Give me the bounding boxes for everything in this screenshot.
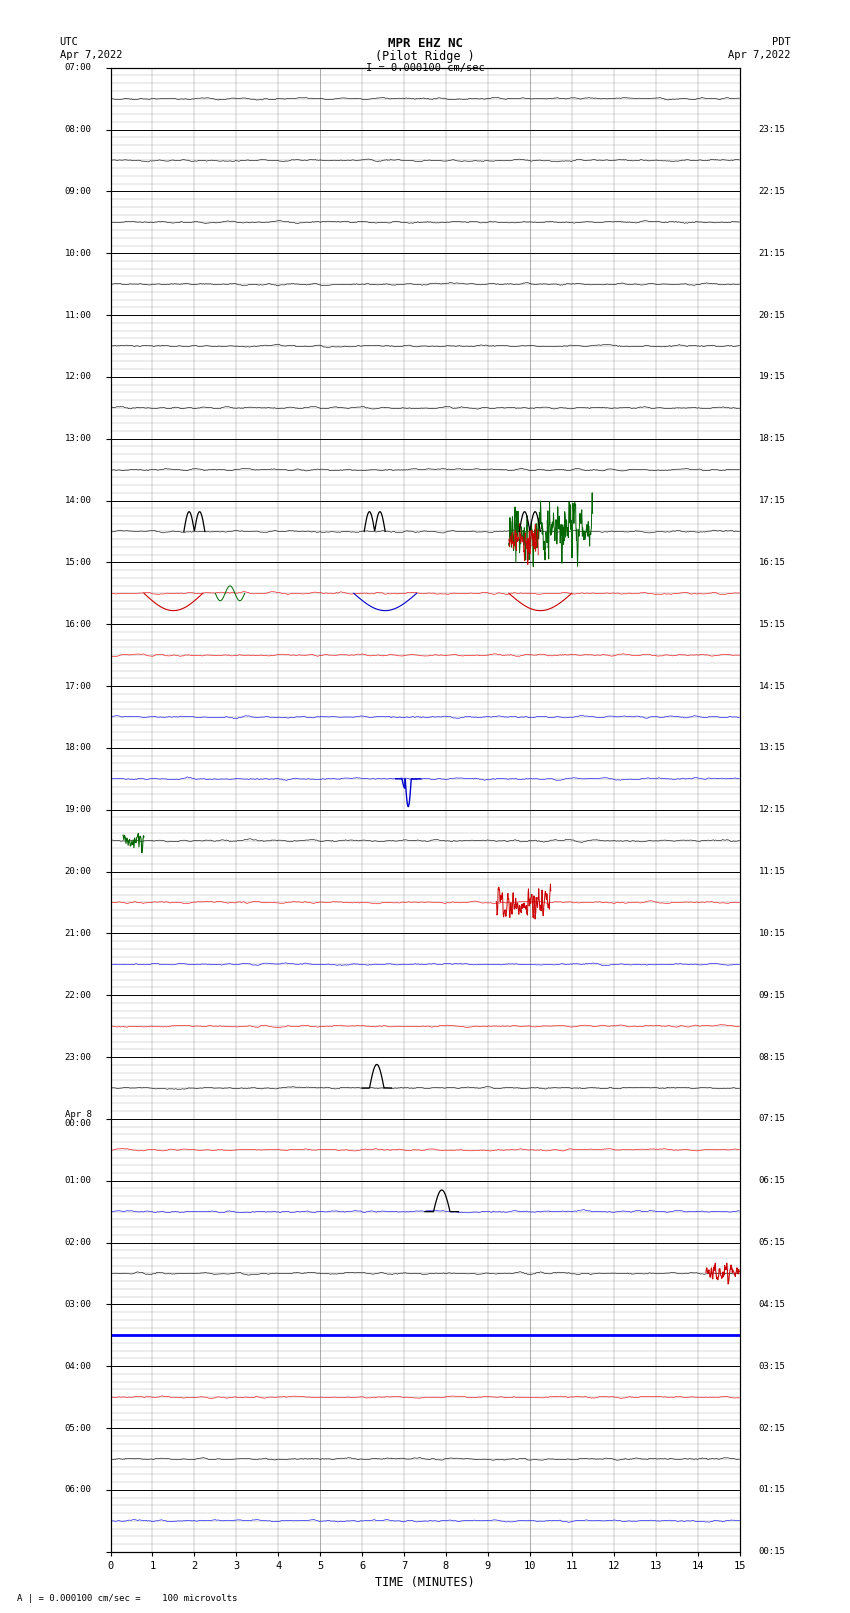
- Text: Apr 7,2022: Apr 7,2022: [728, 50, 791, 60]
- Text: 20:00: 20:00: [65, 868, 92, 876]
- Text: 12:15: 12:15: [758, 805, 785, 815]
- Text: 22:00: 22:00: [65, 990, 92, 1000]
- Text: 09:15: 09:15: [758, 990, 785, 1000]
- Text: 14:15: 14:15: [758, 682, 785, 690]
- Text: 01:15: 01:15: [758, 1486, 785, 1494]
- Text: 23:15: 23:15: [758, 126, 785, 134]
- Text: 10:00: 10:00: [65, 248, 92, 258]
- Text: 00:00: 00:00: [65, 1119, 92, 1127]
- Text: 21:15: 21:15: [758, 248, 785, 258]
- Text: Apr 7,2022: Apr 7,2022: [60, 50, 122, 60]
- Text: 08:00: 08:00: [65, 126, 92, 134]
- Text: 13:00: 13:00: [65, 434, 92, 444]
- Text: (Pilot Ridge ): (Pilot Ridge ): [375, 50, 475, 63]
- Text: 18:15: 18:15: [758, 434, 785, 444]
- Text: 02:00: 02:00: [65, 1239, 92, 1247]
- Text: 07:00: 07:00: [65, 63, 92, 73]
- Text: 20:15: 20:15: [758, 311, 785, 319]
- Text: 15:00: 15:00: [65, 558, 92, 566]
- Text: 11:15: 11:15: [758, 868, 785, 876]
- Text: 04:15: 04:15: [758, 1300, 785, 1308]
- Text: UTC: UTC: [60, 37, 78, 47]
- Text: 15:15: 15:15: [758, 619, 785, 629]
- Text: MPR EHZ NC: MPR EHZ NC: [388, 37, 462, 50]
- Text: 06:15: 06:15: [758, 1176, 785, 1186]
- Text: 05:00: 05:00: [65, 1424, 92, 1432]
- Text: Apr 8: Apr 8: [65, 1110, 92, 1119]
- Text: 00:15: 00:15: [758, 1547, 785, 1557]
- Text: 23:00: 23:00: [65, 1053, 92, 1061]
- Text: 12:00: 12:00: [65, 373, 92, 381]
- Text: 09:00: 09:00: [65, 187, 92, 195]
- Text: 17:15: 17:15: [758, 497, 785, 505]
- Text: A | = 0.000100 cm/sec =    100 microvolts: A | = 0.000100 cm/sec = 100 microvolts: [17, 1594, 237, 1603]
- Text: 03:15: 03:15: [758, 1361, 785, 1371]
- Text: 14:00: 14:00: [65, 497, 92, 505]
- Text: 19:00: 19:00: [65, 805, 92, 815]
- Text: 03:00: 03:00: [65, 1300, 92, 1308]
- Text: 19:15: 19:15: [758, 373, 785, 381]
- Text: 22:15: 22:15: [758, 187, 785, 195]
- Text: 10:15: 10:15: [758, 929, 785, 937]
- X-axis label: TIME (MINUTES): TIME (MINUTES): [375, 1576, 475, 1589]
- Text: 08:15: 08:15: [758, 1053, 785, 1061]
- Text: 18:00: 18:00: [65, 744, 92, 752]
- Text: 17:00: 17:00: [65, 682, 92, 690]
- Text: 06:00: 06:00: [65, 1486, 92, 1494]
- Text: 16:00: 16:00: [65, 619, 92, 629]
- Text: I = 0.000100 cm/sec: I = 0.000100 cm/sec: [366, 63, 484, 73]
- Text: 04:00: 04:00: [65, 1361, 92, 1371]
- Text: 11:00: 11:00: [65, 311, 92, 319]
- Text: 02:15: 02:15: [758, 1424, 785, 1432]
- Text: 07:15: 07:15: [758, 1115, 785, 1123]
- Text: PDT: PDT: [772, 37, 791, 47]
- Text: 01:00: 01:00: [65, 1176, 92, 1186]
- Text: 21:00: 21:00: [65, 929, 92, 937]
- Text: 16:15: 16:15: [758, 558, 785, 566]
- Text: 05:15: 05:15: [758, 1239, 785, 1247]
- Text: 13:15: 13:15: [758, 744, 785, 752]
